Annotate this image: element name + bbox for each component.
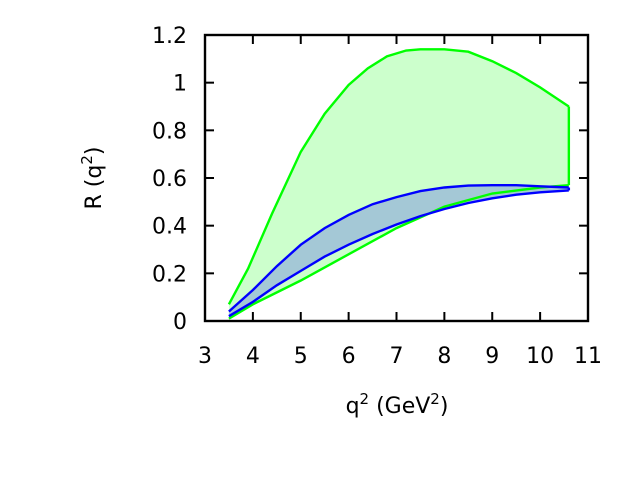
- y-axis-label: R (q2): [78, 147, 107, 210]
- band-1-upper-line: [228, 183, 569, 313]
- x-axis-label: q2 (GeV2): [346, 390, 449, 419]
- x-tick-label: 10: [526, 344, 554, 369]
- x-tick-label: 4: [246, 344, 260, 369]
- bands-layer: [227, 48, 571, 320]
- x-tick-label: 3: [198, 344, 212, 369]
- y-tick-label: 1: [173, 72, 187, 97]
- ticks-layer: [204, 34, 589, 322]
- band-1-fill: [228, 185, 569, 317]
- tick-labels-layer: 3 4 5 6 7 8 9 10 11 0 0.2 0.4 0.6 0.8 1 1.2: [152, 24, 602, 369]
- band-0-upper-line: [227, 48, 570, 305]
- x-tick-label: 6: [342, 344, 356, 369]
- y-tick-label: 0.6: [152, 167, 187, 192]
- y-tick-label: 0.2: [152, 262, 187, 287]
- y-tick-label: 0: [173, 310, 187, 335]
- x-tick-label: 5: [294, 344, 308, 369]
- band-0-lower-line: [228, 184, 569, 320]
- y-tick-label: 0.8: [152, 119, 187, 144]
- y-tick-label: 1.2: [152, 24, 187, 49]
- y-tick-label: 0.4: [152, 215, 187, 240]
- x-tick-label: 7: [390, 344, 404, 369]
- x-tick-label: 8: [437, 344, 451, 369]
- x-tick-label: 11: [574, 344, 602, 369]
- x-tick-label: 9: [485, 344, 499, 369]
- band-1-lower-line: [228, 189, 569, 318]
